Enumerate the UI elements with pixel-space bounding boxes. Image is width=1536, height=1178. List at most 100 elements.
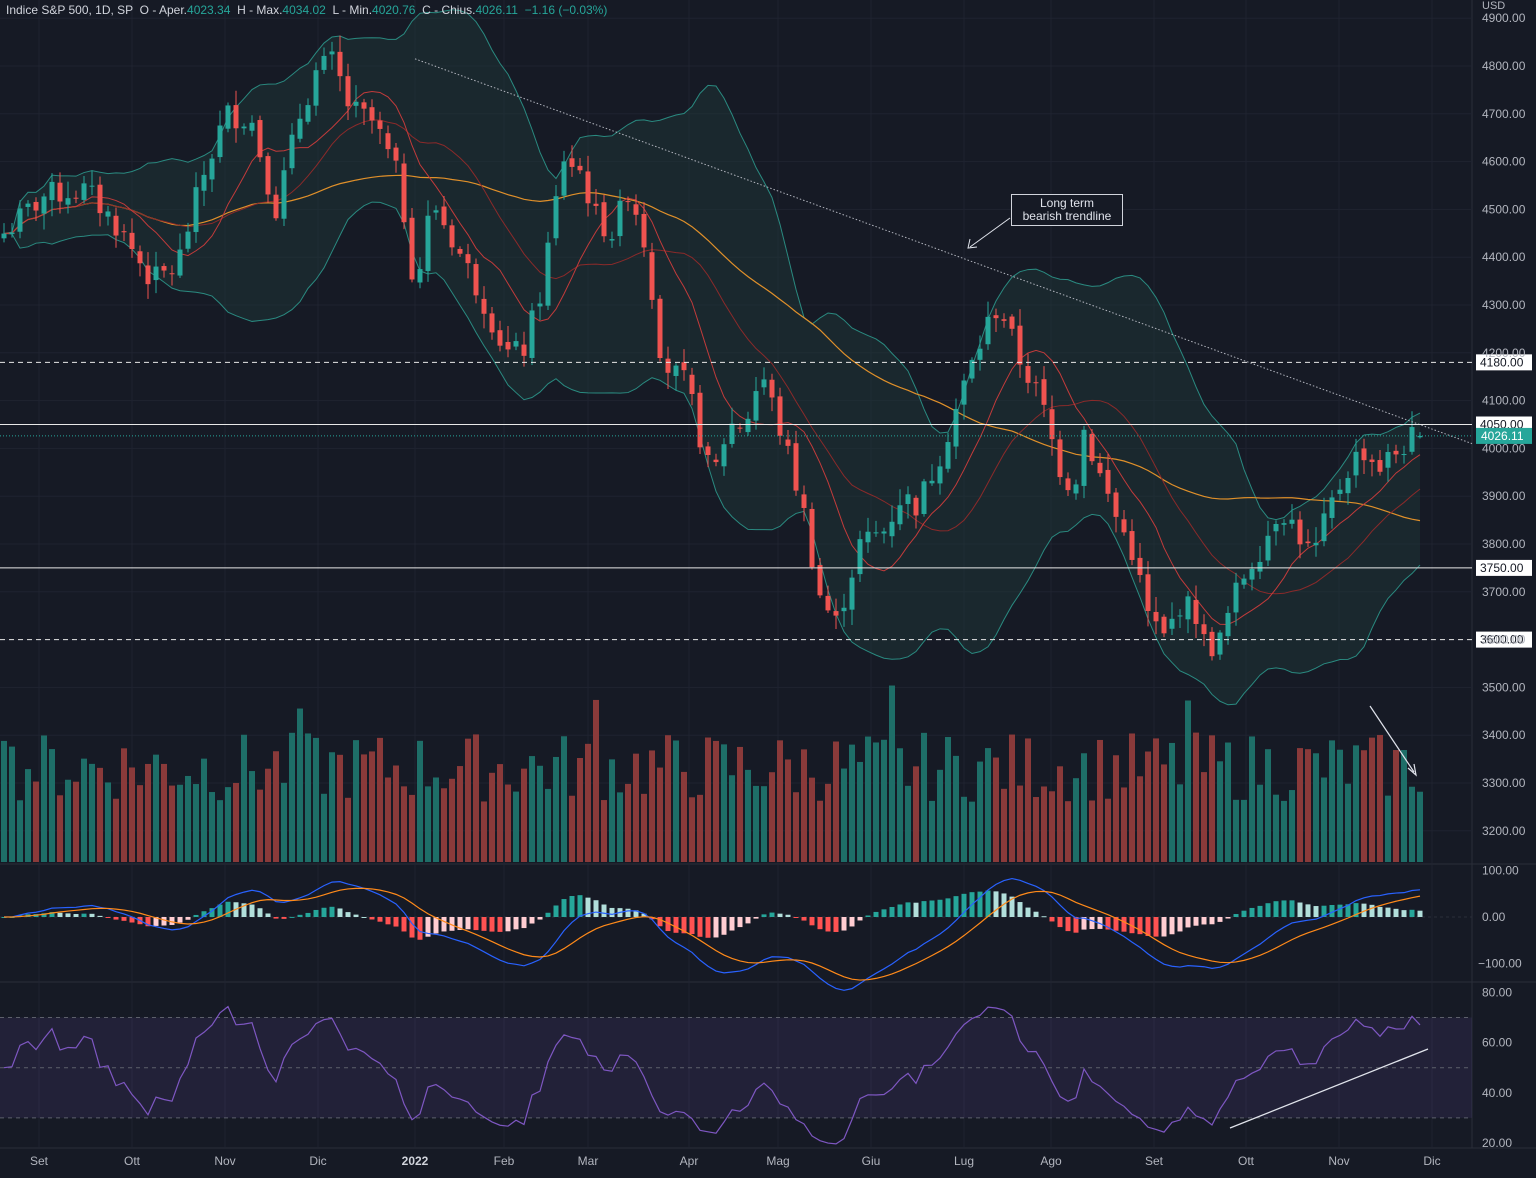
candle-body bbox=[177, 249, 183, 276]
candle-body bbox=[153, 266, 159, 281]
macd-histogram-bar bbox=[825, 917, 831, 932]
volume-bar bbox=[985, 748, 991, 862]
macd-histogram-bar bbox=[649, 917, 655, 920]
time-axis-tick: Lug bbox=[954, 1154, 974, 1168]
volume-bar bbox=[441, 788, 447, 862]
macd-histogram-bar bbox=[489, 917, 495, 932]
macd-histogram-bar bbox=[481, 917, 487, 931]
volume-bar bbox=[337, 754, 343, 862]
candle-body bbox=[577, 165, 583, 171]
volume-bar bbox=[825, 783, 831, 862]
macd-histogram-bar bbox=[905, 902, 911, 917]
candle-body bbox=[105, 211, 111, 217]
candle-body bbox=[697, 392, 703, 448]
symbol-label[interactable]: Indice S&P 500, 1D, SP bbox=[6, 3, 133, 17]
signal-line bbox=[3, 887, 1421, 981]
macd-histogram-bar bbox=[857, 917, 863, 921]
candle-body bbox=[353, 101, 359, 106]
macd-histogram-bar bbox=[945, 898, 951, 917]
candle-body bbox=[193, 187, 199, 233]
macd-histogram-bar bbox=[737, 917, 743, 928]
volume-bar bbox=[1209, 735, 1215, 862]
volume-arrow-head bbox=[1407, 763, 1417, 777]
candle-body bbox=[1169, 618, 1175, 629]
macd-histogram-bar bbox=[1137, 917, 1143, 935]
candle-body bbox=[1361, 448, 1367, 461]
macd-histogram-bar bbox=[1329, 905, 1335, 917]
macd-histogram-bar bbox=[657, 917, 663, 927]
candle-body bbox=[977, 348, 983, 360]
macd-histogram-bar bbox=[1209, 917, 1215, 925]
macd-histogram-bar bbox=[1281, 900, 1287, 917]
candle-body bbox=[1209, 631, 1215, 657]
candle-body bbox=[1057, 439, 1063, 478]
macd-histogram-bar bbox=[681, 917, 687, 934]
time-axis-tick: Dic bbox=[309, 1154, 326, 1168]
macd-histogram-bar bbox=[1241, 910, 1247, 917]
candle-body bbox=[1089, 433, 1095, 462]
candle-body bbox=[1273, 523, 1279, 532]
macd-histogram-bar bbox=[1409, 909, 1415, 917]
volume-bar bbox=[1001, 788, 1007, 862]
volume-bar bbox=[361, 754, 367, 862]
macd-histogram-bar bbox=[65, 913, 71, 917]
volume-bar bbox=[1193, 732, 1199, 862]
volume-bar bbox=[1169, 742, 1175, 862]
candle-body bbox=[1009, 316, 1015, 329]
chart-header: Indice S&P 500, 1D, SP O - Aper.4023.34 … bbox=[6, 3, 607, 17]
candle-body bbox=[681, 362, 687, 371]
candle-body bbox=[1353, 451, 1359, 476]
volume-bar bbox=[1185, 700, 1191, 862]
volume-bar bbox=[225, 787, 231, 862]
volume-bar bbox=[265, 768, 271, 862]
volume-bar bbox=[1369, 737, 1375, 862]
macd-histogram-bar bbox=[353, 914, 359, 917]
volume-bar bbox=[177, 784, 183, 862]
volume-bar bbox=[753, 785, 759, 862]
volume-bar bbox=[457, 766, 463, 862]
volume-bar bbox=[97, 767, 103, 862]
candle-body bbox=[265, 156, 271, 195]
volume-bar bbox=[1385, 795, 1391, 862]
volume-bar bbox=[993, 757, 999, 862]
macd-histogram-bar bbox=[993, 891, 999, 917]
volume-bar bbox=[841, 768, 847, 862]
volume-bar bbox=[569, 795, 575, 862]
price-axis-tick: 4700.00 bbox=[1482, 107, 1526, 121]
macd-histogram-bar bbox=[337, 908, 343, 917]
macd-histogram-bar bbox=[817, 917, 823, 930]
macd-histogram-bar bbox=[73, 913, 79, 917]
volume-bar bbox=[1089, 800, 1095, 862]
volume-bar bbox=[249, 771, 255, 862]
candle-body bbox=[801, 494, 807, 508]
candle-body bbox=[257, 120, 263, 158]
volume-bar bbox=[945, 737, 951, 862]
candle-body bbox=[1033, 382, 1039, 384]
macd-histogram-bar bbox=[953, 896, 959, 917]
candle-body bbox=[569, 158, 575, 167]
macd-histogram-bar bbox=[89, 913, 95, 917]
price-axis-tick: 3300.00 bbox=[1482, 776, 1526, 790]
candle-body bbox=[929, 480, 935, 484]
candle-body bbox=[553, 196, 559, 239]
volume-bar bbox=[817, 800, 823, 862]
candle-body bbox=[185, 231, 191, 249]
volume-bar bbox=[1065, 801, 1071, 862]
macd-histogram-bar bbox=[529, 917, 535, 924]
trendline-annotation[interactable]: Long term bearish trendline bbox=[1011, 194, 1123, 226]
volume-bar bbox=[705, 737, 711, 862]
macd-histogram-bar bbox=[153, 917, 159, 926]
annotation-arrow bbox=[969, 217, 1011, 248]
time-axis-tick: Ago bbox=[1040, 1154, 1062, 1168]
candle-body bbox=[1041, 379, 1047, 405]
high-value: 4034.02 bbox=[282, 3, 326, 17]
volume-bar bbox=[145, 763, 151, 862]
volume-bar bbox=[921, 732, 927, 862]
volume-bar bbox=[849, 744, 855, 862]
volume-bar bbox=[1265, 749, 1271, 862]
candle-body bbox=[833, 611, 839, 616]
candle-body bbox=[945, 442, 951, 469]
macd-histogram-bar bbox=[177, 917, 183, 923]
volume-bar bbox=[609, 759, 615, 862]
